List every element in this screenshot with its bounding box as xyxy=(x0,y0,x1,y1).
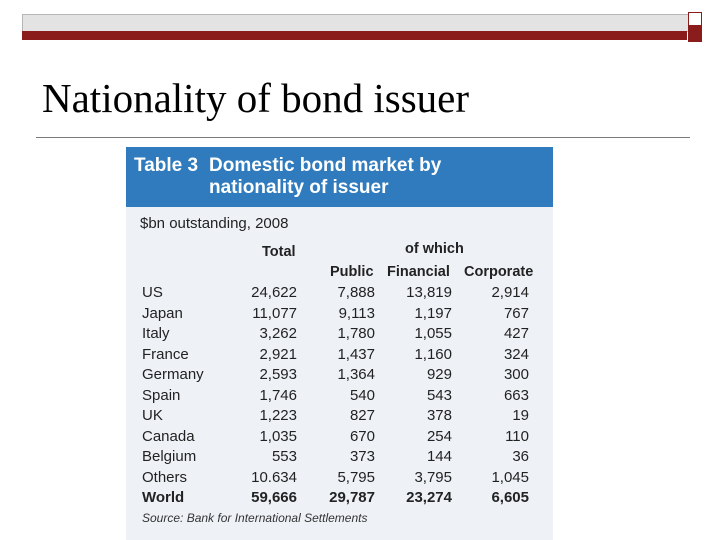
table-title: Domestic bond market by nationality of i… xyxy=(209,155,442,198)
cell-public: 7,888 xyxy=(337,284,375,301)
cell-corporate: 1,045 xyxy=(491,468,529,486)
table-subtitle: $bn outstanding, 2008 xyxy=(140,215,289,232)
top-decoration-bar xyxy=(22,14,689,32)
cell-total: 553 xyxy=(271,448,297,465)
cell-financial: 144 xyxy=(426,448,452,465)
table-number: Table 3 xyxy=(134,155,199,176)
cell-financial: 1,197 xyxy=(414,304,452,322)
table-row: US 24,622 7,888 13,819 2,914 xyxy=(126,283,553,304)
cell-corporate: 324 xyxy=(503,345,529,363)
top-accent-bar xyxy=(22,31,687,40)
table-header: Table 3 Domestic bond market by national… xyxy=(126,147,553,207)
cell-total: 10.634 xyxy=(251,468,297,486)
table-row: France 2,921 1,437 1,160 324 xyxy=(126,345,553,366)
column-header-financial: Financial xyxy=(387,264,450,280)
row-label: Others xyxy=(142,468,188,486)
cell-financial: 13,819 xyxy=(406,284,452,301)
row-label: Germany xyxy=(142,366,204,383)
table-row: Italy 3,262 1,780 1,055 427 xyxy=(126,324,553,345)
table-source: Source: Bank for International Settlemen… xyxy=(142,511,368,525)
cell-corporate: 663 xyxy=(503,386,529,404)
column-header-corporate: Corporate xyxy=(464,264,534,280)
cell-public: 1,364 xyxy=(337,366,375,383)
cell-corporate: 300 xyxy=(503,366,529,383)
cell-financial: 543 xyxy=(426,386,452,404)
row-label: Spain xyxy=(142,386,181,404)
cell-corporate: 767 xyxy=(503,304,529,322)
row-label: Italy xyxy=(142,325,170,342)
cell-public: 29,787 xyxy=(329,489,375,506)
row-label: France xyxy=(142,345,189,363)
cell-total: 1,746 xyxy=(259,386,297,404)
corner-decoration-outline xyxy=(688,12,702,26)
cell-financial: 3,795 xyxy=(414,468,452,486)
title-divider xyxy=(36,137,690,138)
row-label: World xyxy=(142,489,185,506)
cell-financial: 929 xyxy=(426,366,452,383)
cell-corporate: 427 xyxy=(503,325,529,342)
cell-public: 1,780 xyxy=(337,325,375,342)
cell-total: 11,077 xyxy=(252,304,297,322)
cell-public: 670 xyxy=(349,427,375,445)
cell-corporate: 36 xyxy=(512,448,529,465)
table-row: Others 10.634 5,795 3,795 1,045 xyxy=(126,468,553,489)
cell-corporate: 110 xyxy=(505,427,529,445)
cell-public: 827 xyxy=(349,407,375,424)
cell-total: 1,035 xyxy=(259,427,297,445)
slide-title: Nationality of bond issuer xyxy=(42,75,470,121)
row-label: US xyxy=(142,284,163,301)
cell-total: 3,262 xyxy=(259,325,297,342)
cell-corporate: 19 xyxy=(512,407,529,424)
row-label: Belgium xyxy=(142,448,197,465)
table-body: US 24,622 7,888 13,819 2,914 Japan 11,077 9,113… xyxy=(126,283,553,509)
cell-financial: 254 xyxy=(426,427,452,445)
table-row: Germany 2,593 1,364 929 300 xyxy=(126,365,553,386)
column-header-of-which: of which xyxy=(405,241,464,257)
cell-public: 540 xyxy=(349,386,375,404)
cell-corporate: 2,914 xyxy=(491,284,529,301)
column-header-total: Total xyxy=(262,244,296,260)
table-row: Canada 1,035 670 254 110 xyxy=(126,427,553,448)
cell-financial: 23,274 xyxy=(406,489,452,506)
cell-financial: 1,055 xyxy=(414,325,452,342)
cell-total: 1,223 xyxy=(259,407,297,424)
cell-total: 59,666 xyxy=(251,489,297,506)
cell-public: 5,795 xyxy=(337,468,375,486)
cell-public: 1,437 xyxy=(337,345,375,363)
row-label: Canada xyxy=(142,427,195,445)
row-label: UK xyxy=(142,407,163,424)
cell-total: 2,593 xyxy=(259,366,297,383)
column-header-public: Public xyxy=(330,264,374,280)
cell-public: 373 xyxy=(349,448,375,465)
table-row: Spain 1,746 540 543 663 xyxy=(126,386,553,407)
corner-decoration-fill xyxy=(688,26,702,42)
cell-corporate: 6,605 xyxy=(491,489,529,506)
table-row: UK 1,223 827 378 19 xyxy=(126,406,553,427)
cell-total: 2,921 xyxy=(259,345,297,363)
cell-financial: 1,160 xyxy=(414,345,452,363)
table-row: World 59,666 29,787 23,274 6,605 xyxy=(126,488,553,509)
cell-public: 9,113 xyxy=(338,304,375,322)
table-row: Belgium 553 373 144 36 xyxy=(126,447,553,468)
row-label: Japan xyxy=(142,304,183,322)
cell-financial: 378 xyxy=(426,407,452,424)
table-row: Japan 11,077 9,113 1,197 767 xyxy=(126,304,553,325)
cell-total: 24,622 xyxy=(251,284,297,301)
bond-market-table: Table 3 Domestic bond market by national… xyxy=(126,147,553,540)
